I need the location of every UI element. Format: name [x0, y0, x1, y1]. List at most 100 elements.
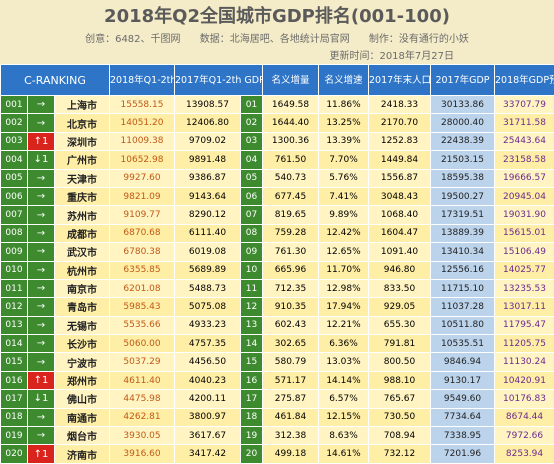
row-index-cell: 16: [241, 371, 263, 389]
change-arrow-cell: →: [28, 114, 55, 132]
rank-cell: 002: [1, 114, 28, 132]
gdp-2018-forecast-cell: 11205.75: [495, 335, 554, 353]
growth-rate-cell: 13.39%: [319, 132, 369, 150]
credit-creative: 创意：6482、千图网: [85, 34, 180, 45]
gdp-2017-h1-cell: 9709.02: [175, 132, 241, 150]
change-arrow-cell: ↓1: [28, 390, 55, 408]
rank-cell: 006: [1, 187, 28, 205]
gdp-2017-h1-cell: 4933.23: [175, 316, 241, 334]
rank-cell: 017: [1, 390, 28, 408]
growth-rate-cell: 12.15%: [319, 408, 369, 426]
growth-rate-cell: 12.65%: [319, 243, 369, 261]
gdp-2018-forecast-cell: 13235.53: [495, 279, 554, 297]
increment-cell: 761.50: [263, 151, 319, 169]
gdp-2017-cell: 9130.17: [431, 371, 495, 389]
row-index-cell: 12: [241, 298, 263, 316]
gdp-2017-h1-cell: 6019.08: [175, 243, 241, 261]
gdp-2017-cell: 9846.94: [431, 353, 495, 371]
city-name-cell: 武汉市: [55, 243, 110, 261]
gdp-2018-h1-cell: 15558.15: [110, 96, 175, 114]
population-cell: 791.81: [369, 335, 431, 353]
column-header-gdp-2018-h1: 2018年Q1-2th GDP: [110, 65, 175, 96]
change-arrow-cell: →: [28, 187, 55, 205]
row-index-cell: 08: [241, 224, 263, 242]
population-cell: 1604.47: [369, 224, 431, 242]
gdp-2017-h1-cell: 13908.57: [175, 96, 241, 114]
gdp-2017-cell: 10511.80: [431, 316, 495, 334]
rank-cell: 015: [1, 353, 28, 371]
gdp-2017-cell: 11037.28: [431, 298, 495, 316]
row-index-cell: 05: [241, 169, 263, 187]
population-cell: 730.50: [369, 408, 431, 426]
population-cell: 1252.83: [369, 132, 431, 150]
city-name-cell: 无锡市: [55, 316, 110, 334]
growth-rate-cell: 12.21%: [319, 316, 369, 334]
gdp-2018-forecast-cell: 14025.77: [495, 261, 554, 279]
rank-cell: 016: [1, 371, 28, 389]
gdp-2017-h1-cell: 9891.48: [175, 151, 241, 169]
city-name-cell: 杭州市: [55, 261, 110, 279]
gdp-2017-h1-cell: 6111.40: [175, 224, 241, 242]
row-index-cell: 03: [241, 132, 263, 150]
change-arrow-cell: →: [28, 169, 55, 187]
city-name-cell: 重庆市: [55, 187, 110, 205]
change-arrow-cell: →: [28, 243, 55, 261]
city-name-cell: 南京市: [55, 279, 110, 297]
city-name-cell: 天津市: [55, 169, 110, 187]
row-index-cell: 06: [241, 187, 263, 205]
change-arrow-cell: →: [28, 96, 55, 114]
gdp-2018-forecast-cell: 19666.57: [495, 169, 554, 187]
gdp-2018-h1-cell: 5060.00: [110, 335, 175, 353]
gdp-2018-forecast-cell: 31711.58: [495, 114, 554, 132]
credits-line: 创意：6482、千图网 数据：北海居吧、各地统计局官网 制作：没有通行的小妖: [0, 30, 554, 45]
gdp-2018-forecast-cell: 11795.47: [495, 316, 554, 334]
column-header-growth-rate: 名义增速: [319, 65, 369, 96]
gdp-2017-cell: 13410.34: [431, 243, 495, 261]
gdp-2017-cell: 30133.86: [431, 96, 495, 114]
city-name-cell: 成都市: [55, 224, 110, 242]
city-name-cell: 广州市: [55, 151, 110, 169]
rank-cell: 010: [1, 261, 28, 279]
increment-cell: 571.17: [263, 371, 319, 389]
column-header-increment: 名义增量: [263, 65, 319, 96]
gdp-2017-cell: 11715.10: [431, 279, 495, 297]
growth-rate-cell: 11.86%: [319, 96, 369, 114]
gdp-2018-h1-cell: 6355.85: [110, 261, 175, 279]
change-arrow-cell: →: [28, 408, 55, 426]
change-arrow-cell: →: [28, 335, 55, 353]
gdp-2017-h1-cell: 4757.35: [175, 335, 241, 353]
row-index-cell: 17: [241, 390, 263, 408]
gdp-2017-cell: 22438.39: [431, 132, 495, 150]
growth-rate-cell: 13.03%: [319, 353, 369, 371]
city-name-cell: 长沙市: [55, 335, 110, 353]
increment-cell: 910.35: [263, 298, 319, 316]
rank-cell: 007: [1, 206, 28, 224]
increment-cell: 759.28: [263, 224, 319, 242]
gdp-2017-h1-cell: 8290.12: [175, 206, 241, 224]
row-index-cell: 10: [241, 261, 263, 279]
gdp-2018-forecast-cell: 10420.91: [495, 371, 554, 389]
gdp-2018-h1-cell: 9927.60: [110, 169, 175, 187]
gdp-2018-h1-cell: 5535.66: [110, 316, 175, 334]
growth-rate-cell: 6.57%: [319, 390, 369, 408]
gdp-2018-forecast-cell: 23158.58: [495, 151, 554, 169]
population-cell: 655.30: [369, 316, 431, 334]
city-name-cell: 深圳市: [55, 132, 110, 150]
population-cell: 1449.84: [369, 151, 431, 169]
increment-cell: 302.65: [263, 335, 319, 353]
population-cell: 946.80: [369, 261, 431, 279]
gdp-2018-forecast-cell: 10176.83: [495, 390, 554, 408]
change-arrow-cell: →: [28, 261, 55, 279]
growth-rate-cell: 5.76%: [319, 169, 369, 187]
gdp-2018-forecast-cell: 11130.24: [495, 353, 554, 371]
column-header-gdp-2017: 2017年GDP: [431, 65, 495, 96]
population-cell: 2170.70: [369, 114, 431, 132]
